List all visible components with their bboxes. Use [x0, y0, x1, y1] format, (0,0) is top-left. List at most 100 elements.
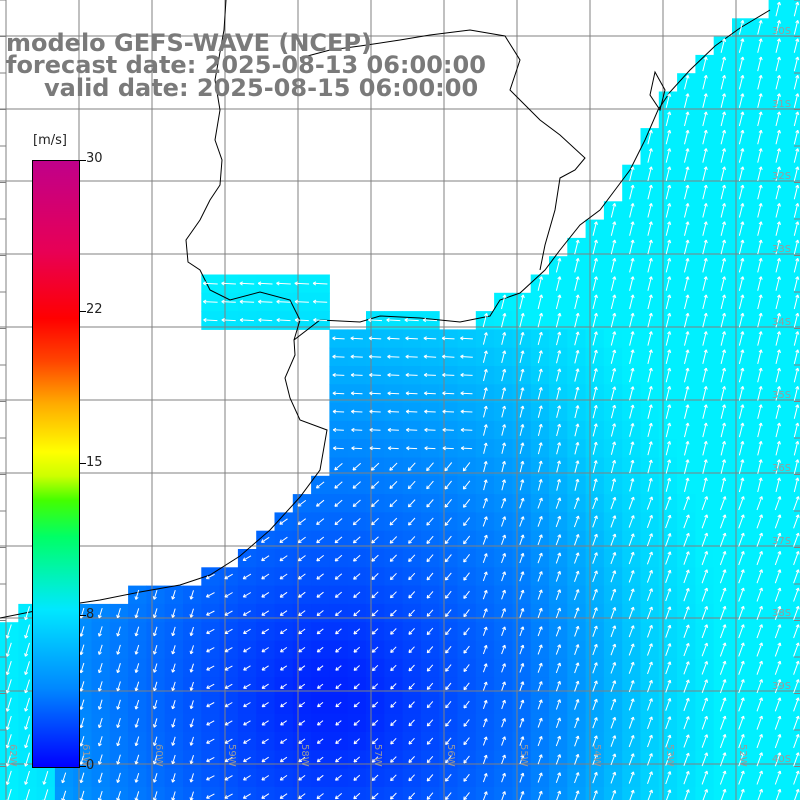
wind-arrow [793, 532, 800, 547]
wind-arrow [426, 517, 434, 526]
colorbar-tick-label: 0 [86, 758, 95, 773]
wind-arrow [389, 536, 398, 544]
wind-arrow [610, 552, 617, 565]
wind-arrow [501, 312, 507, 328]
wind-arrow [574, 239, 580, 255]
wind-arrow [738, 404, 745, 419]
wind-arrow [555, 312, 562, 328]
wind-arrow [574, 423, 580, 437]
wind-arrow [371, 536, 379, 544]
wind-arrow [537, 405, 543, 418]
wind-arrow [629, 478, 635, 492]
wind-arrow [629, 459, 635, 474]
wind-arrow [203, 299, 218, 304]
wind-arrow [738, 440, 745, 456]
colorbar-tick-label: 30 [86, 151, 103, 166]
wind-arrow [702, 239, 708, 255]
wind-arrow [793, 184, 800, 200]
wind-arrow [610, 515, 617, 528]
wind-arrow [574, 368, 580, 382]
wind-arrow [406, 446, 418, 451]
wind-arrow [701, 514, 709, 529]
wind-arrow [408, 572, 416, 581]
wind-arrow [205, 573, 215, 580]
wind-arrow [442, 372, 455, 378]
wind-arrow [519, 368, 525, 382]
wind-arrow [720, 349, 727, 365]
wind-arrow [426, 554, 434, 563]
wind-arrow [334, 536, 343, 544]
wind-arrow [684, 312, 690, 328]
wind-arrow [757, 349, 763, 365]
wind-arrow [371, 517, 379, 526]
wind-arrow [665, 276, 672, 291]
wind-arrow [646, 514, 653, 528]
wind-arrow [442, 391, 455, 396]
wind-arrow [369, 372, 381, 378]
wind-arrow [537, 294, 544, 310]
wind-arrow [774, 496, 782, 511]
wind-arrow [482, 516, 488, 527]
wind-arrow [610, 276, 617, 291]
wind-arrow [738, 477, 745, 493]
wind-arrow [408, 536, 416, 544]
wind-arrow [793, 349, 800, 365]
wind-arrow [519, 460, 525, 473]
wind-speed-cell [622, 786, 641, 800]
latitude-label: 40S [772, 754, 791, 765]
latitude-label: 35S [772, 390, 791, 401]
wind-arrow [629, 404, 635, 419]
wind-speed-cell [640, 786, 660, 800]
wind-arrow [441, 336, 455, 341]
wind-arrow [276, 317, 291, 323]
wind-arrow [482, 571, 488, 582]
wind-arrow [610, 570, 617, 583]
wind-arrow [368, 317, 383, 323]
wind-arrow [501, 553, 507, 564]
wind-arrow [408, 517, 416, 526]
wind-arrow [242, 573, 252, 580]
wind-arrow [665, 312, 672, 328]
wind-arrow [683, 496, 690, 511]
wind-arrow [629, 423, 635, 437]
wind-arrow [793, 56, 800, 72]
wind-arrow [483, 442, 488, 454]
wind-arrow [647, 404, 653, 419]
wind-arrow [647, 312, 653, 328]
wind-arrow [221, 281, 236, 286]
wind-speed-cell [786, 494, 800, 513]
wind-arrow [334, 518, 343, 526]
latitude-label: 36S [772, 463, 791, 474]
valid-date: valid date: 2025-08-15 06:00:00 [44, 74, 479, 102]
wind-arrow [793, 20, 800, 35]
wind-arrow [684, 239, 690, 255]
wind-arrow [351, 427, 363, 433]
wind-arrow [775, 331, 781, 346]
wind-arrow [424, 446, 436, 451]
wind-speed-cell [91, 786, 111, 800]
wind-arrow [793, 1, 800, 17]
wind-arrow [793, 221, 800, 236]
wind-arrow [592, 294, 598, 310]
wind-arrow [276, 281, 291, 286]
wind-arrow [702, 257, 708, 273]
wind-arrow [702, 367, 708, 383]
wind-arrow [684, 166, 690, 182]
wind-arrow [665, 441, 672, 456]
longitude-label: 56W [445, 744, 456, 767]
wind-arrow [720, 404, 727, 419]
wind-arrow [775, 74, 781, 90]
wind-arrow [501, 479, 506, 491]
wind-arrow [702, 404, 708, 419]
wind-arrow [684, 184, 690, 200]
wind-arrow [757, 38, 763, 53]
wind-arrow [665, 422, 672, 438]
wind-arrow [774, 514, 782, 529]
wind-arrow [592, 441, 598, 455]
wind-arrow [297, 555, 306, 562]
wind-arrow [294, 299, 309, 304]
wind-arrow [738, 349, 745, 365]
wind-arrow [647, 477, 653, 492]
wind-arrow [702, 184, 708, 200]
